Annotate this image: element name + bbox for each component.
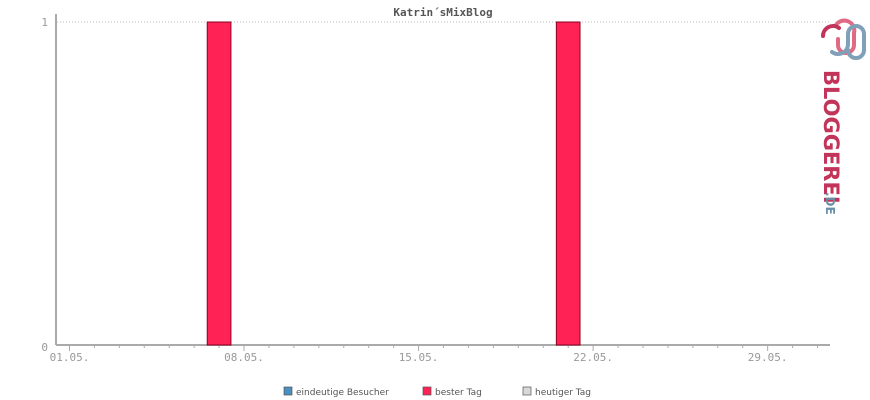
logo-icon [821,18,866,60]
x-tick-label: 22.05. [573,351,613,364]
legend-label-eindeutige-besucher: eindeutige Besucher [296,388,389,398]
plot-area: 1 0 01.05. 08.05. 15.05. 22.05. 29.05. [41,14,830,364]
legend-swatch-bester-tag [422,386,432,396]
x-tick-label: 01.05. [50,351,90,364]
y-tick-label-1: 1 [41,16,48,29]
bloggerei-logo: BLOGGEREI .DE [819,18,866,215]
legend: eindeutige Besucher bester Tag heutiger … [283,386,591,398]
x-tick-label: 29.05. [748,351,788,364]
bar [555,21,581,346]
x-tick-labels: 01.05. 08.05. 15.05. 22.05. 29.05. [50,351,788,364]
x-ticks [68,345,819,351]
bars [206,21,581,346]
legend-label-heutiger-tag: heutiger Tag [535,388,591,398]
logo-wordmark: BLOGGEREI [819,70,843,204]
chart-title: Katrin´sMixBlog [393,6,492,19]
x-tick-label: 08.05. [224,351,264,364]
x-tick-label: 15.05. [399,351,439,364]
logo-domain-suffix: .DE [823,192,837,215]
y-tick-label-0: 0 [41,341,48,354]
legend-swatch-heutiger-tag [522,386,532,396]
bar [206,21,232,346]
legend-swatch-eindeutige-besucher [283,386,293,396]
legend-label-bester-tag: bester Tag [435,388,482,398]
